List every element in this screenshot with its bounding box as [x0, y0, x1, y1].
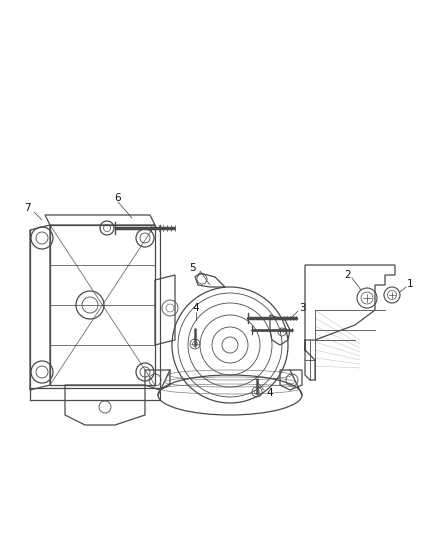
Text: 7: 7 — [24, 203, 30, 213]
Text: 4: 4 — [193, 303, 199, 313]
Text: 1: 1 — [407, 279, 413, 289]
Text: 6: 6 — [115, 193, 121, 203]
Text: 3: 3 — [299, 303, 305, 313]
Text: 5: 5 — [189, 263, 195, 273]
Text: 4: 4 — [267, 388, 273, 398]
Text: 2: 2 — [345, 270, 351, 280]
